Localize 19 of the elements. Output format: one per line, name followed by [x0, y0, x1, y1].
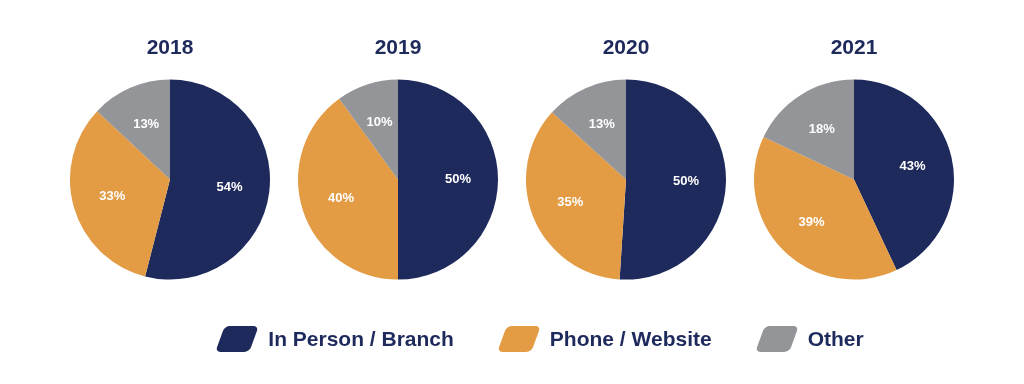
- legend-label: Phone / Website: [549, 327, 712, 351]
- data-label: 50%: [672, 173, 700, 189]
- data-label: 43%: [899, 158, 926, 174]
- chart-title: 2018: [146, 35, 194, 59]
- chart-title: 2020: [602, 35, 650, 59]
- data-label: 50%: [444, 171, 472, 187]
- legend-label: In Person / Branch: [268, 327, 454, 351]
- data-label: 13%: [133, 116, 160, 132]
- chart-title: 2019: [374, 35, 422, 59]
- data-label: 18%: [808, 120, 836, 136]
- legend-label: Other: [807, 327, 864, 351]
- data-label: 35%: [557, 193, 584, 209]
- data-label: 13%: [588, 116, 616, 132]
- data-label: 40%: [327, 189, 355, 205]
- chart-title: 2021: [830, 35, 878, 59]
- data-label: 10%: [366, 114, 393, 130]
- data-label: 39%: [798, 213, 826, 229]
- data-label: 54%: [216, 178, 243, 194]
- data-label: 33%: [99, 187, 126, 203]
